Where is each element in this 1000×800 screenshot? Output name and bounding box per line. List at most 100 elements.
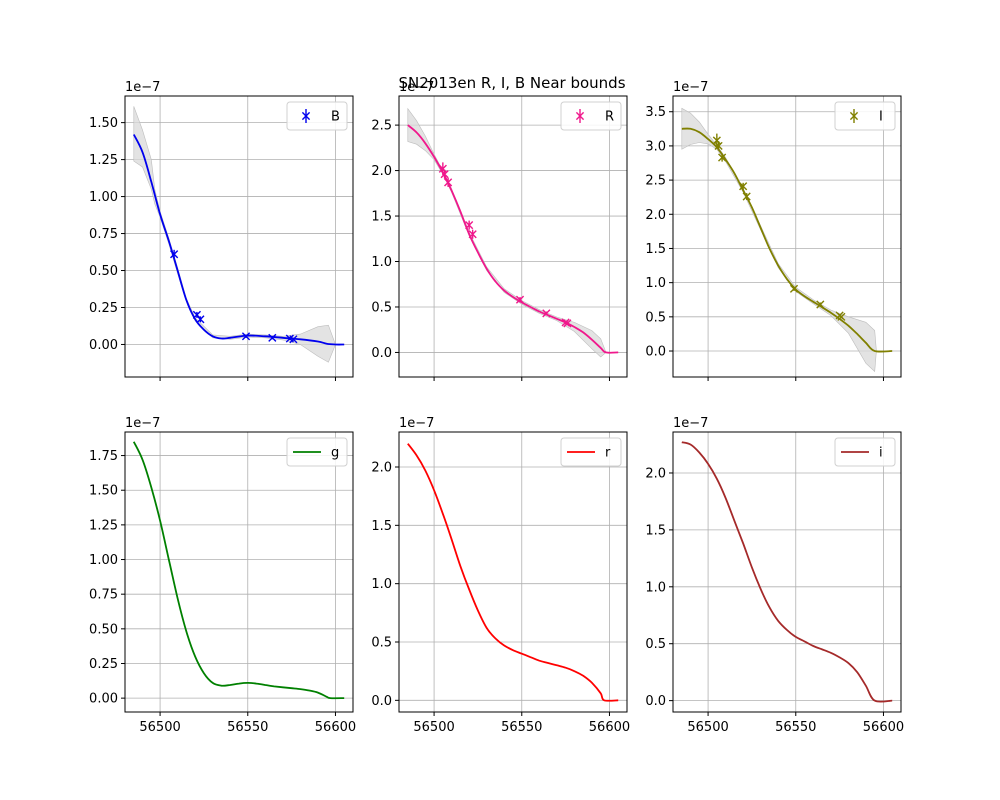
y-tick-label: 2.0 bbox=[371, 164, 392, 179]
y-tick-label: 1.5 bbox=[371, 210, 392, 225]
data-point bbox=[789, 284, 799, 293]
y-tick-label: 0.25 bbox=[89, 657, 118, 672]
data-point bbox=[542, 309, 551, 318]
y-tick-label: 0.5 bbox=[371, 300, 392, 315]
subplot-r: 56500 56550 56600 0.0 0.5 1.0 1.5 2.0 1e−7 r bbox=[371, 416, 630, 735]
axes-frame bbox=[124, 95, 354, 378]
data-point bbox=[465, 220, 474, 230]
y-tick-label: 2.5 bbox=[371, 119, 392, 134]
y-tick-label: 1.00 bbox=[89, 553, 118, 568]
data-point bbox=[837, 312, 846, 321]
y-tick-label: 0.5 bbox=[371, 636, 392, 651]
legend: r bbox=[560, 437, 622, 467]
legend-label: i bbox=[879, 446, 883, 461]
data-point bbox=[170, 249, 179, 259]
y-tick-label: 1.25 bbox=[89, 153, 118, 168]
y-tick-label: 2.0 bbox=[371, 461, 392, 476]
y-tick-label: 0.0 bbox=[645, 694, 666, 709]
data-point bbox=[468, 229, 477, 239]
subplot-R: 0.0 0.5 1.0 1.5 2.0 2.5 1e−7 R bbox=[371, 80, 628, 381]
data-point bbox=[718, 153, 727, 162]
y-tick-label: 1.50 bbox=[89, 484, 118, 499]
subplot-g: 56500 56550 56600 0.00 0.25 0.50 0.75 1.00 1.25 1… bbox=[89, 416, 356, 735]
legend-marker bbox=[301, 109, 311, 123]
axes-frame bbox=[398, 431, 628, 713]
plot-area bbox=[681, 107, 893, 373]
legend-label: r bbox=[605, 446, 611, 461]
y-tick-label: 0.75 bbox=[89, 227, 118, 242]
x-tick-label: 56600 bbox=[315, 720, 356, 735]
y-tick-label: 1.0 bbox=[645, 580, 666, 595]
y-tick-label: 1.0 bbox=[371, 255, 392, 270]
legend: g bbox=[286, 437, 348, 467]
y-tick-label: 0.00 bbox=[89, 338, 118, 353]
legend-box bbox=[286, 101, 348, 131]
y-tick-label: 0.00 bbox=[89, 692, 118, 707]
subplot-i: 56500 56550 56600 0.0 0.5 1.0 1.5 2.0 1e−7 i bbox=[645, 416, 904, 735]
x-tick-label: 56550 bbox=[501, 720, 542, 735]
figure-title: SN2013en R, I, B Near bounds bbox=[398, 74, 625, 92]
legend-marker bbox=[575, 109, 585, 123]
y-tick-label: 1.5 bbox=[371, 519, 392, 534]
axes-frame bbox=[398, 95, 628, 378]
legend: i bbox=[834, 437, 896, 467]
plot-area bbox=[407, 443, 619, 702]
axes-frame bbox=[672, 431, 902, 713]
plot-area bbox=[132, 106, 345, 363]
plot-area bbox=[407, 107, 619, 358]
data-point bbox=[444, 177, 453, 187]
y-tick-label: 1.00 bbox=[89, 190, 118, 205]
y-tick-label: 0.0 bbox=[371, 694, 392, 709]
subplot-I: 0.0 0.5 1.0 1.5 2.0 2.5 3.0 3.5 1e−7 I bbox=[645, 80, 902, 381]
x-tick-label: 56500 bbox=[139, 720, 180, 735]
legend-label: B bbox=[331, 110, 340, 125]
x-tick-label: 56500 bbox=[687, 720, 728, 735]
legend: B bbox=[286, 101, 348, 131]
data-point bbox=[739, 182, 748, 191]
plot-area bbox=[132, 441, 345, 700]
axes-frame bbox=[124, 431, 354, 713]
legend-label: I bbox=[879, 110, 883, 125]
series-line-g bbox=[132, 441, 345, 700]
legend-label: g bbox=[331, 446, 339, 461]
y-tick-label: 0.25 bbox=[89, 301, 118, 316]
data-point bbox=[196, 315, 205, 324]
y-tick-label: 2.0 bbox=[645, 208, 666, 223]
y-tick-label: 2.0 bbox=[645, 466, 666, 481]
data-point bbox=[515, 295, 525, 304]
y-axis-multiplier: 1e−7 bbox=[125, 416, 160, 431]
y-axis-multiplier: 1e−7 bbox=[399, 80, 434, 95]
data-point bbox=[440, 169, 449, 179]
data-point bbox=[563, 319, 572, 328]
x-tick-label: 56600 bbox=[589, 720, 630, 735]
x-tick-label: 56550 bbox=[775, 720, 816, 735]
x-tick-label: 56550 bbox=[227, 720, 268, 735]
y-tick-label: 0.50 bbox=[89, 622, 118, 637]
y-tick-label: 1.0 bbox=[645, 276, 666, 291]
y-tick-label: 1.5 bbox=[645, 523, 666, 538]
axes-frame bbox=[672, 95, 902, 378]
data-point bbox=[268, 333, 277, 342]
y-tick-label: 1.25 bbox=[89, 518, 118, 533]
y-tick-label: 3.5 bbox=[645, 105, 666, 120]
data-point bbox=[742, 192, 751, 201]
y-axis-multiplier: 1e−7 bbox=[673, 416, 708, 431]
legend-box bbox=[834, 101, 896, 131]
data-point bbox=[714, 141, 723, 151]
y-tick-label: 1.0 bbox=[371, 577, 392, 592]
y-tick-label: 3.0 bbox=[645, 139, 666, 154]
data-point bbox=[289, 335, 298, 344]
y-tick-label: 2.5 bbox=[645, 174, 666, 189]
x-tick-label: 56500 bbox=[413, 720, 454, 735]
series-line-B bbox=[132, 134, 345, 346]
y-axis-multiplier: 1e−7 bbox=[399, 416, 434, 431]
y-axis-multiplier: 1e−7 bbox=[673, 80, 708, 95]
plot-area bbox=[681, 441, 893, 703]
y-tick-label: 0.50 bbox=[89, 264, 118, 279]
legend-label: R bbox=[605, 110, 614, 125]
y-tick-label: 0.5 bbox=[645, 310, 666, 325]
y-tick-label: 0.75 bbox=[89, 588, 118, 603]
legend-box bbox=[560, 101, 622, 131]
